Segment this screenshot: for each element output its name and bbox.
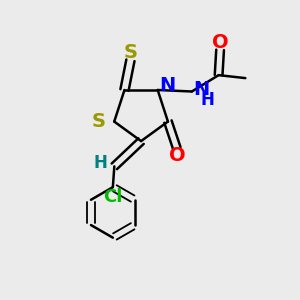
Text: H: H — [201, 92, 215, 110]
Text: O: O — [169, 146, 185, 165]
Text: N: N — [159, 76, 176, 95]
Text: Cl: Cl — [103, 188, 123, 206]
Text: S: S — [123, 44, 137, 62]
Text: O: O — [212, 33, 228, 52]
Text: H: H — [93, 154, 107, 172]
Text: N: N — [193, 80, 210, 99]
Text: S: S — [91, 112, 105, 131]
